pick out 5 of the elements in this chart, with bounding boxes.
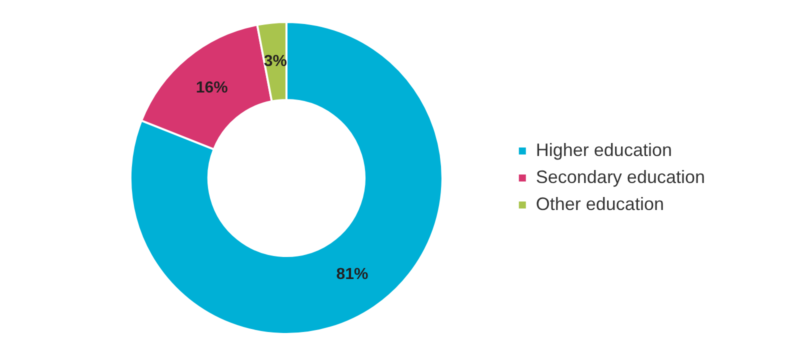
data-label: 81% [336,266,368,284]
data-label: 16% [196,79,228,96]
legend-label: Other education [536,194,664,214]
legend-label: Secondary education [536,166,706,187]
legend-label: Higher education [536,140,672,160]
